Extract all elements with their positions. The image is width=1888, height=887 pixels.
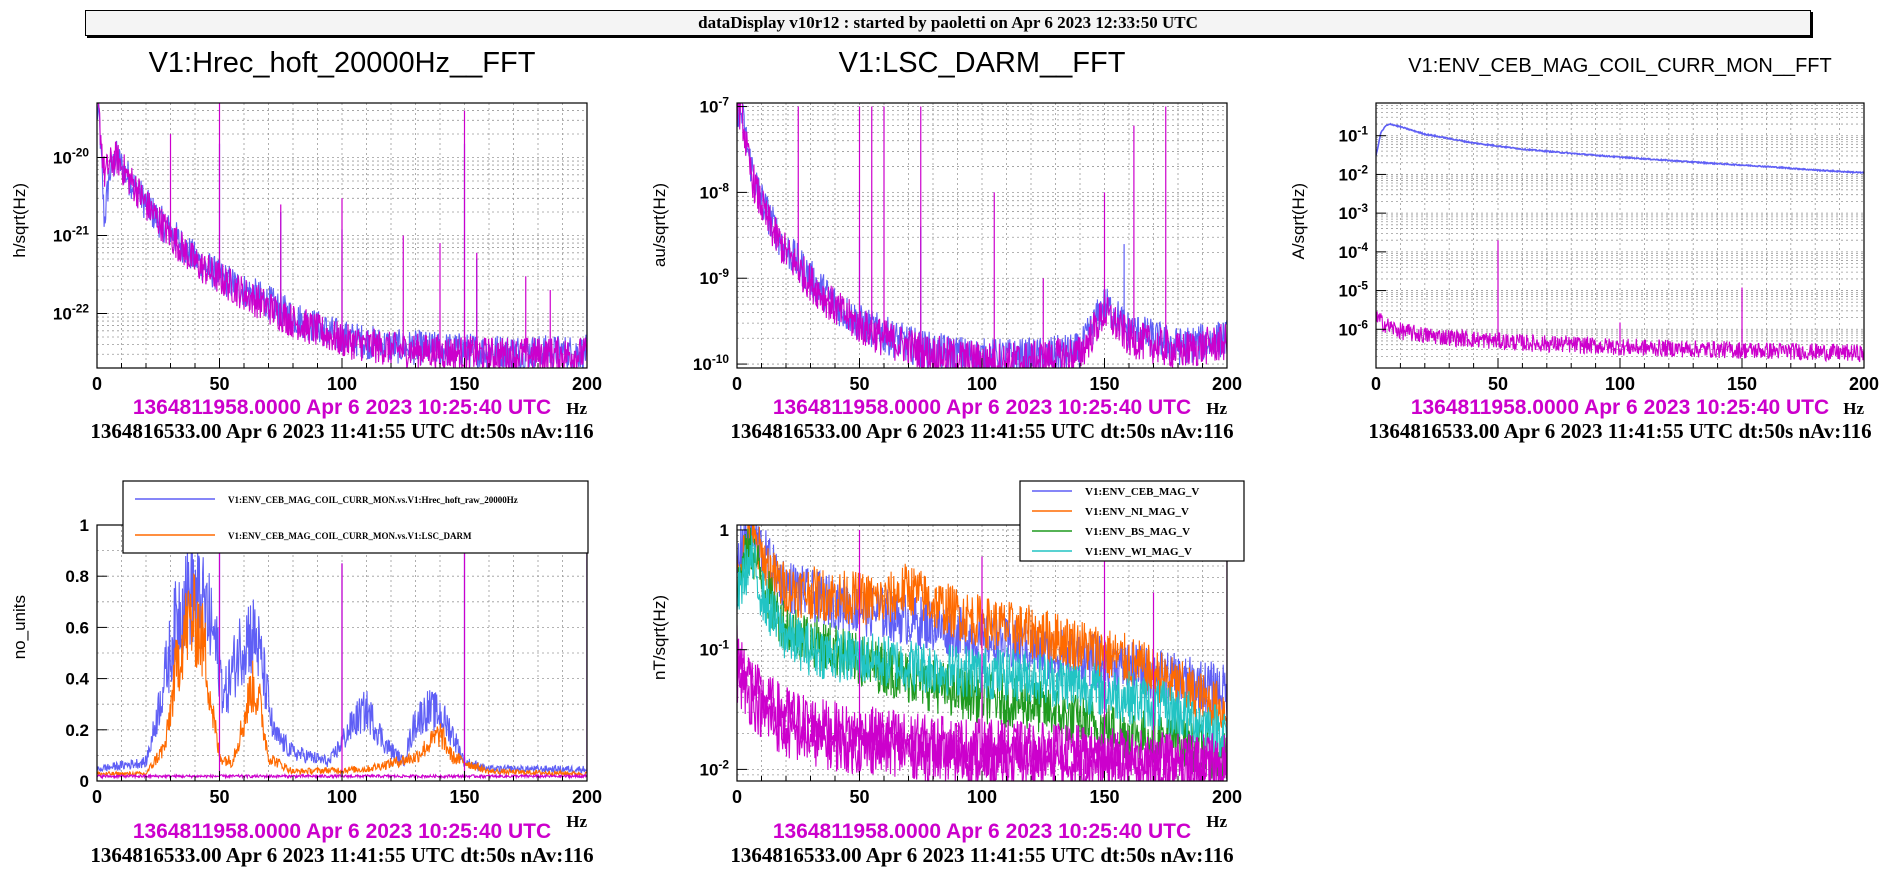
series-line-2 — [737, 103, 1227, 368]
series-line-6 — [737, 653, 1227, 781]
y-tick-label: 0.8 — [65, 567, 89, 586]
y-tick-label: 10-1 — [700, 638, 730, 660]
y-tick-label: 0 — [80, 772, 89, 791]
y-tick-label: 10-22 — [53, 301, 89, 323]
x-tick-label: 50 — [849, 787, 869, 807]
reference-time-label: 1364811958.0000 Apr 6 2023 10:25:40 UTC — [773, 396, 1191, 419]
current-time-label: 1364816533.00 Apr 6 2023 11:41:55 UTC dt… — [90, 843, 593, 867]
x-tick-label: 0 — [1371, 374, 1381, 394]
reference-time-label: 1364811958.0000 Apr 6 2023 10:25:40 UTC — [1411, 396, 1829, 419]
x-tick-label: 50 — [1488, 374, 1508, 394]
x-tick-label: 100 — [327, 787, 357, 807]
x-tick-label: 200 — [1212, 787, 1242, 807]
y-tick-label: 10-20 — [53, 146, 89, 168]
x-tick-label: 150 — [1089, 374, 1119, 394]
x-tick-label: 100 — [967, 787, 997, 807]
series-group — [97, 103, 587, 368]
plot-title: V1:LSC_DARM__FFT — [839, 47, 1126, 79]
y-tick-label: 10-4 — [1339, 240, 1369, 262]
grid-lines — [1376, 103, 1864, 368]
y-axis-label: no_units — [10, 595, 29, 659]
legend-entry: V1:ENV_CEB_MAG_COIL_CURR_MON.vs.V1:LSC_D… — [228, 531, 472, 541]
y-axis-label: A/sqrt(Hz) — [1289, 183, 1308, 260]
plot-panel-1: V1:Hrec_hoft_20000Hz__FFT 0 50 100 150 200 10-… — [10, 47, 602, 443]
y-tick-label: 0.2 — [65, 721, 89, 740]
x-tick-label: 200 — [572, 374, 602, 394]
y-tick-label: 10-21 — [53, 224, 89, 246]
plot-title: V1:Hrec_hoft_20000Hz__FFT — [149, 47, 536, 79]
x-axis-label: Hz — [566, 812, 587, 831]
x-tick-label: 200 — [1849, 374, 1879, 394]
x-tick-label: 200 — [572, 787, 602, 807]
y-tick-label: 0.6 — [65, 618, 89, 637]
x-tick-label: 150 — [1089, 787, 1119, 807]
plot-title: V1:ENV_CEB_MAG_COIL_CURR_MON__FFT — [1408, 55, 1831, 77]
x-tick-label: 0 — [732, 787, 742, 807]
legend-box — [1019, 480, 1245, 562]
x-tick-label: 200 — [1212, 374, 1242, 394]
y-tick-label: 10-10 — [693, 352, 729, 374]
x-tick-label: 100 — [1605, 374, 1635, 394]
y-tick-label: 1 — [720, 521, 729, 540]
x-tick-label: 100 — [967, 374, 997, 394]
y-tick-label: 10-9 — [700, 266, 730, 288]
grid-lines — [737, 103, 1227, 368]
plot-panel-4: 0 50 100 150 200 0 0.2 0.4 0.6 0.8 1 Hz no_units V1:E… — [10, 480, 602, 867]
series-group — [737, 525, 1227, 781]
legend-entry: V1:ENV_NI_MAG_V — [1085, 506, 1189, 518]
x-axis-label: Hz — [1206, 399, 1227, 418]
y-tick-label: 10-3 — [1339, 201, 1369, 223]
y-axis-label: nT/sqrt(Hz) — [650, 595, 669, 680]
series-line-1 — [737, 103, 1227, 368]
x-tick-label: 150 — [449, 787, 479, 807]
series-group — [97, 525, 587, 780]
reference-time-label: 1364811958.0000 Apr 6 2023 10:25:40 UTC — [133, 396, 551, 419]
reference-time-label: 1364811958.0000 Apr 6 2023 10:25:40 UTC — [773, 820, 1191, 843]
legend-entry: V1:ENV_BS_MAG_V — [1085, 526, 1190, 538]
x-tick-label: 150 — [1727, 374, 1757, 394]
x-axis-label: Hz — [1206, 812, 1227, 831]
y-tick-label: 1 — [80, 516, 89, 535]
x-tick-label: 0 — [92, 374, 102, 394]
x-tick-label: 50 — [849, 374, 869, 394]
reference-time-label: 1364811958.0000 Apr 6 2023 10:25:40 UTC — [133, 820, 551, 843]
y-axis-label: h/sqrt(Hz) — [10, 183, 29, 258]
x-axis-label: Hz — [566, 399, 587, 418]
x-tick-label: 0 — [732, 374, 742, 394]
x-tick-label: 100 — [327, 374, 357, 394]
current-time-label: 1364816533.00 Apr 6 2023 11:41:55 UTC dt… — [1368, 419, 1871, 443]
legend-box — [122, 480, 589, 554]
legend-entry: V1:ENV_CEB_MAG_V — [1085, 486, 1199, 498]
y-tick-label: 0.4 — [65, 670, 89, 689]
y-axis-label: au/sqrt(Hz) — [650, 183, 669, 267]
series-line-2 — [1376, 311, 1864, 363]
plot-panel-2: V1:LSC_DARM__FFT 0 50 100 150 200 10-10 10-9 10-… — [650, 47, 1242, 443]
y-tick-label: 10-5 — [1339, 279, 1369, 301]
legend-entry: V1:ENV_CEB_MAG_COIL_CURR_MON.vs.V1:Hrec_… — [228, 495, 518, 505]
x-tick-label: 0 — [92, 787, 102, 807]
series-group — [737, 103, 1227, 368]
y-tick-label: 10-8 — [700, 180, 730, 202]
current-time-label: 1364816533.00 Apr 6 2023 11:41:55 UTC dt… — [730, 843, 1233, 867]
y-tick-label: 10-7 — [700, 95, 730, 117]
y-tick-label: 10-2 — [1339, 162, 1369, 184]
y-tick-label: 10-2 — [700, 757, 730, 779]
x-tick-label: 150 — [449, 374, 479, 394]
x-tick-label: 50 — [209, 787, 229, 807]
y-tick-label: 10-1 — [1339, 124, 1369, 146]
banner-title: dataDisplay v10r12 : started by paoletti… — [85, 10, 1811, 36]
plot-panel-5: 0 50 100 150 200 10-2 10-1 1 Hz nT/sqrt(Hz) V1:ENV… — [650, 480, 1245, 867]
series-line-1 — [1376, 122, 1864, 175]
x-axis-label: Hz — [1843, 399, 1864, 418]
current-time-label: 1364816533.00 Apr 6 2023 11:41:55 UTC dt… — [90, 419, 593, 443]
current-time-label: 1364816533.00 Apr 6 2023 11:41:55 UTC dt… — [730, 419, 1233, 443]
series-group — [1376, 122, 1864, 363]
x-tick-label: 50 — [209, 374, 229, 394]
y-tick-label: 10-6 — [1339, 317, 1369, 339]
legend-entry: V1:ENV_WI_MAG_V — [1085, 546, 1192, 558]
